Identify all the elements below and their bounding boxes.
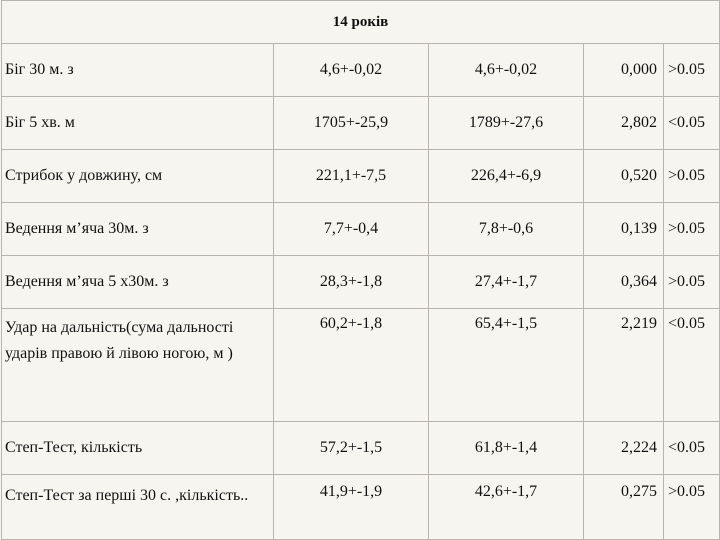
- test-name: Ведення м’яча 30м. з: [1, 202, 274, 256]
- p-value: >0.05: [662, 149, 720, 203]
- group2-value: 42,6+-1,7: [428, 474, 584, 540]
- p-value: >0.05: [662, 43, 720, 97]
- p-value: >0.05: [662, 202, 720, 256]
- group1-value: 1705+-25,9: [273, 96, 429, 150]
- group2-value: 226,4+-6,9: [428, 149, 584, 203]
- group2-value: 1789+-27,6: [428, 96, 584, 150]
- group1-value: 7,7+-0,4: [273, 202, 429, 256]
- t-value: 2,802: [583, 96, 664, 150]
- t-value: 0,000: [583, 43, 664, 97]
- group1-value: 60,2+-1,8: [273, 308, 429, 422]
- t-value: 2,219: [583, 308, 664, 422]
- table-header-row: 14 років: [0, 0, 720, 44]
- test-name: Степ-Тест за перші 30 с. ,кількість..: [1, 474, 274, 540]
- table-row: Біг 30 м. з 4,6+-0,02 4,6+-0,02 0,000 >0…: [1, 43, 720, 97]
- t-value: 0,275: [583, 474, 664, 540]
- group1-value: 28,3+-1,8: [273, 255, 429, 309]
- t-value: 0,139: [583, 202, 664, 256]
- group2-value: 61,8+-1,4: [428, 421, 584, 475]
- age-group-title: 14 років: [0, 0, 720, 44]
- group1-value: 41,9+-1,9: [273, 474, 429, 540]
- test-name: Ведення м’яча 5 х30м. з: [1, 255, 274, 309]
- group2-value: 27,4+-1,7: [428, 255, 584, 309]
- test-name: Удар на дальність(сума дальності ударів …: [1, 308, 274, 422]
- table-row: Ведення м’яча 30м. з 7,7+-0,4 7,8+-0,6 0…: [1, 202, 720, 256]
- p-value: >0.05: [662, 474, 720, 540]
- p-value: <0.05: [662, 421, 720, 475]
- group2-value: 7,8+-0,6: [428, 202, 584, 256]
- table-row: Біг 5 хв. м 1705+-25,9 1789+-27,6 2,802 …: [1, 96, 720, 150]
- table-row: Степ-Тест за перші 30 с. ,кількість.. 41…: [1, 474, 720, 540]
- group1-value: 57,2+-1,5: [273, 421, 429, 475]
- test-name: Стрибок у довжину, см: [1, 149, 274, 203]
- p-value: >0.05: [662, 255, 720, 309]
- group2-value: 65,4+-1,5: [428, 308, 584, 422]
- table-row: Стрибок у довжину, см 221,1+-7,5 226,4+-…: [1, 149, 720, 203]
- t-value: 0,520: [583, 149, 664, 203]
- table-row: Ведення м’яча 5 х30м. з 28,3+-1,8 27,4+-…: [1, 255, 720, 309]
- p-value: <0.05: [662, 308, 720, 422]
- table-row: Степ-Тест, кількість 57,2+-1,5 61,8+-1,4…: [1, 421, 720, 475]
- p-value: <0.05: [662, 96, 720, 150]
- test-name: Степ-Тест, кількість: [1, 421, 274, 475]
- group1-value: 221,1+-7,5: [273, 149, 429, 203]
- group2-value: 4,6+-0,02: [428, 43, 584, 97]
- table-row: Удар на дальність(сума дальності ударів …: [1, 308, 720, 422]
- test-name: Біг 30 м. з: [1, 43, 274, 97]
- t-value: 0,364: [583, 255, 664, 309]
- t-value: 2,224: [583, 421, 664, 475]
- test-name: Біг 5 хв. м: [1, 96, 274, 150]
- group1-value: 4,6+-0,02: [273, 43, 429, 97]
